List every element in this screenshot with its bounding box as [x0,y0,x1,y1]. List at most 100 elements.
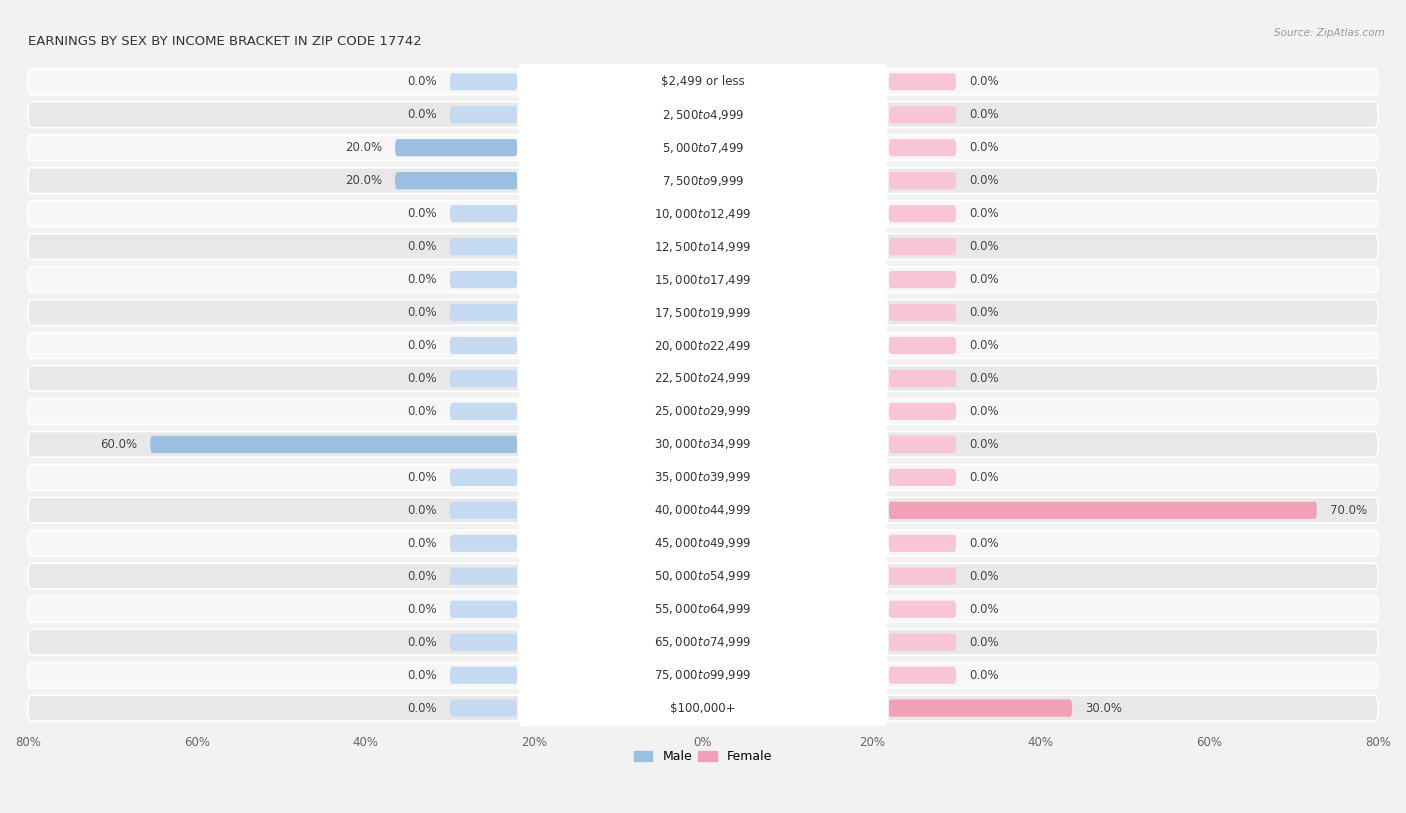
Text: $30,000 to $34,999: $30,000 to $34,999 [654,437,752,451]
FancyBboxPatch shape [395,172,517,189]
Text: 0.0%: 0.0% [969,108,998,121]
FancyBboxPatch shape [28,234,1378,259]
FancyBboxPatch shape [889,601,956,618]
Text: $45,000 to $49,999: $45,000 to $49,999 [654,537,752,550]
Text: $35,000 to $39,999: $35,000 to $39,999 [654,471,752,485]
Text: 0.0%: 0.0% [408,306,437,319]
Text: 0.0%: 0.0% [408,504,437,517]
FancyBboxPatch shape [28,563,1378,589]
FancyBboxPatch shape [28,629,1378,655]
FancyBboxPatch shape [28,432,1378,457]
FancyBboxPatch shape [889,73,956,90]
FancyBboxPatch shape [517,163,889,198]
Text: 0.0%: 0.0% [969,471,998,484]
FancyBboxPatch shape [28,135,1378,160]
FancyBboxPatch shape [28,663,1378,688]
FancyBboxPatch shape [517,97,889,133]
FancyBboxPatch shape [28,498,1378,524]
FancyBboxPatch shape [28,69,1378,94]
FancyBboxPatch shape [889,699,1073,717]
Text: 0.0%: 0.0% [408,372,437,385]
Text: $20,000 to $22,499: $20,000 to $22,499 [654,338,752,353]
Text: 0.0%: 0.0% [408,602,437,615]
FancyBboxPatch shape [889,139,956,156]
Text: $2,500 to $4,999: $2,500 to $4,999 [662,108,744,122]
Text: $17,500 to $19,999: $17,500 to $19,999 [654,306,752,320]
Text: $40,000 to $44,999: $40,000 to $44,999 [654,503,752,517]
Text: 0.0%: 0.0% [969,76,998,89]
FancyBboxPatch shape [450,73,517,90]
FancyBboxPatch shape [889,205,956,222]
Text: 0.0%: 0.0% [969,668,998,681]
Text: 0.0%: 0.0% [969,570,998,583]
Text: 0.0%: 0.0% [969,207,998,220]
Text: 0.0%: 0.0% [969,602,998,615]
FancyBboxPatch shape [28,300,1378,325]
FancyBboxPatch shape [889,337,956,354]
Text: $2,499 or less: $2,499 or less [661,76,745,89]
FancyBboxPatch shape [450,502,517,519]
FancyBboxPatch shape [889,238,956,255]
Text: EARNINGS BY SEX BY INCOME BRACKET IN ZIP CODE 17742: EARNINGS BY SEX BY INCOME BRACKET IN ZIP… [28,35,422,48]
Text: 0.0%: 0.0% [408,471,437,484]
FancyBboxPatch shape [517,559,889,594]
Text: 0.0%: 0.0% [408,240,437,253]
FancyBboxPatch shape [889,567,956,585]
Text: 0.0%: 0.0% [969,339,998,352]
Text: 0.0%: 0.0% [408,339,437,352]
FancyBboxPatch shape [517,393,889,429]
FancyBboxPatch shape [450,271,517,288]
FancyBboxPatch shape [28,530,1378,556]
Text: $55,000 to $64,999: $55,000 to $64,999 [654,602,752,616]
FancyBboxPatch shape [889,271,956,288]
FancyBboxPatch shape [28,201,1378,227]
Text: $65,000 to $74,999: $65,000 to $74,999 [654,635,752,650]
FancyBboxPatch shape [889,403,956,420]
Text: 0.0%: 0.0% [969,240,998,253]
FancyBboxPatch shape [450,469,517,486]
FancyBboxPatch shape [450,304,517,321]
Text: $100,000+: $100,000+ [671,702,735,715]
Text: $7,500 to $9,999: $7,500 to $9,999 [662,174,744,188]
FancyBboxPatch shape [517,262,889,298]
FancyBboxPatch shape [450,633,517,650]
Text: 0.0%: 0.0% [969,174,998,187]
Text: 0.0%: 0.0% [408,207,437,220]
Text: 0.0%: 0.0% [408,273,437,286]
Text: 0.0%: 0.0% [408,702,437,715]
FancyBboxPatch shape [450,535,517,552]
FancyBboxPatch shape [517,591,889,627]
Text: Source: ZipAtlas.com: Source: ZipAtlas.com [1274,28,1385,38]
FancyBboxPatch shape [517,658,889,693]
FancyBboxPatch shape [889,502,1317,519]
FancyBboxPatch shape [517,228,889,264]
FancyBboxPatch shape [889,436,956,453]
Legend: Male, Female: Male, Female [628,746,778,768]
FancyBboxPatch shape [28,102,1378,128]
Text: 20.0%: 20.0% [346,141,382,154]
Text: $10,000 to $12,499: $10,000 to $12,499 [654,207,752,220]
FancyBboxPatch shape [150,436,517,453]
Text: 0.0%: 0.0% [969,141,998,154]
FancyBboxPatch shape [889,172,956,189]
Text: 0.0%: 0.0% [969,438,998,451]
FancyBboxPatch shape [517,459,889,495]
FancyBboxPatch shape [517,427,889,463]
FancyBboxPatch shape [517,295,889,330]
FancyBboxPatch shape [28,167,1378,193]
FancyBboxPatch shape [450,601,517,618]
Text: $25,000 to $29,999: $25,000 to $29,999 [654,404,752,419]
FancyBboxPatch shape [450,238,517,255]
FancyBboxPatch shape [28,267,1378,293]
Text: 0.0%: 0.0% [408,570,437,583]
Text: 0.0%: 0.0% [408,537,437,550]
Text: $15,000 to $17,499: $15,000 to $17,499 [654,272,752,286]
FancyBboxPatch shape [517,130,889,166]
FancyBboxPatch shape [517,196,889,232]
Text: 0.0%: 0.0% [969,405,998,418]
FancyBboxPatch shape [450,205,517,222]
FancyBboxPatch shape [889,535,956,552]
Text: $5,000 to $7,499: $5,000 to $7,499 [662,141,744,154]
FancyBboxPatch shape [28,597,1378,622]
FancyBboxPatch shape [889,304,956,321]
